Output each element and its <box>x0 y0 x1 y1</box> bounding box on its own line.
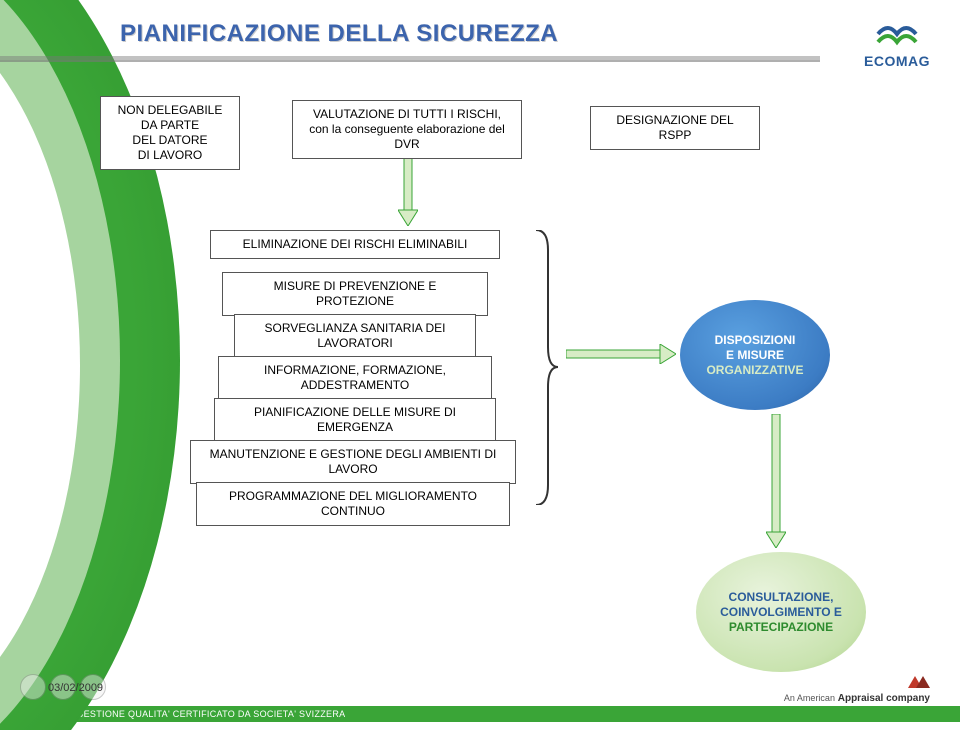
box-manutenzione: MANUTENZIONE E GESTIONE DEGLI AMBIENTI D… <box>190 440 516 484</box>
box-pianificazione-text: PIANIFICAZIONE DELLE MISURE DI EMERGENZA <box>254 405 456 434</box>
circle-cons-line2: COINVOLGIMENTO E <box>720 605 842 620</box>
box-programmazione-text: PROGRAMMAZIONE DEL MIGLIORAMENTO CONTINU… <box>229 489 477 518</box>
title-underline-thin <box>0 60 820 62</box>
circle-cons-line1: CONSULTAZIONE, <box>720 590 842 605</box>
box-eliminazione-text: ELIMINAZIONE DEI RISCHI ELIMINABILI <box>243 237 468 251</box>
footer-green-bar: SISTEMA DI GESTIONE QUALITA' CERTIFICATO… <box>10 706 960 722</box>
ecomag-logo-icon <box>874 14 920 46</box>
curly-brace <box>530 230 558 505</box>
circle-disp-line2: E MISURE <box>706 348 803 363</box>
box-employer-text: NON DELEGABILE DA PARTE DEL DATORE DI LA… <box>118 103 223 162</box>
circle-consultazione: CONSULTAZIONE, COINVOLGIMENTO E PARTECIP… <box>696 552 866 672</box>
circle-disp-line3: ORGANIZZATIVE <box>706 363 803 378</box>
appraisal-line1: An American <box>784 693 835 703</box>
slide-page: PIANIFICAZIONE DELLA SICUREZZA ECOMAG NO… <box>0 0 960 730</box>
box-eliminazione: ELIMINAZIONE DEI RISCHI ELIMINABILI <box>210 230 500 259</box>
box-programmazione: PROGRAMMAZIONE DEL MIGLIORAMENTO CONTINU… <box>196 482 510 526</box>
box-sorveglianza: SORVEGLIANZA SANITARIA DEI LAVORATORI <box>234 314 476 358</box>
circle-disposizioni: DISPOSIZIONI E MISURE ORGANIZZATIVE <box>680 300 830 410</box>
brand-logo-text: ECOMAG <box>864 53 930 69</box>
box-sorveglianza-text: SORVEGLIANZA SANITARIA DEI LAVORATORI <box>265 321 446 350</box>
arrow-down-to-cons <box>766 414 786 548</box>
circle-cons-line3: PARTECIPAZIONE <box>720 620 842 635</box>
appraisal-logo: An American Appraisal company <box>784 676 930 704</box>
box-valutazione-text: VALUTAZIONE DI TUTTI I RISCHI, con la co… <box>309 107 504 151</box>
box-informazione-text: INFORMAZIONE, FORMAZIONE, ADDESTRAMENTO <box>264 363 446 392</box>
date-stamp: 03/02/2009 <box>48 682 103 694</box>
box-informazione: INFORMAZIONE, FORMAZIONE, ADDESTRAMENTO <box>218 356 492 400</box>
appraisal-triangle-icon <box>916 676 930 688</box>
box-misure: MISURE DI PREVENZIONE E PROTEZIONE <box>222 272 488 316</box>
box-employer: NON DELEGABILE DA PARTE DEL DATORE DI LA… <box>100 96 240 170</box>
box-misure-text: MISURE DI PREVENZIONE E PROTEZIONE <box>274 279 437 308</box>
title-wrap: PIANIFICAZIONE DELLA SICUREZZA <box>120 20 558 48</box>
box-rspp-text: DESIGNAZIONE DEL RSPP <box>616 113 733 142</box>
appraisal-line2: Appraisal company <box>838 693 930 704</box>
circle-disp-line1: DISPOSIZIONI <box>706 333 803 348</box>
box-valutazione: VALUTAZIONE DI TUTTI I RISCHI, con la co… <box>292 100 522 159</box>
arrow-right-to-disp <box>566 344 676 364</box>
brand-logo: ECOMAG <box>864 14 930 69</box>
box-pianificazione: PIANIFICAZIONE DELLE MISURE DI EMERGENZA <box>214 398 496 442</box>
box-manutenzione-text: MANUTENZIONE E GESTIONE DEGLI AMBIENTI D… <box>210 447 497 476</box>
footer-bar: SISTEMA DI GESTIONE QUALITA' CERTIFICATO… <box>0 706 960 722</box>
page-title: PIANIFICAZIONE DELLA SICUREZZA <box>120 20 558 48</box>
cert-badge-icon <box>20 674 46 700</box>
box-rspp: DESIGNAZIONE DEL RSPP <box>590 106 760 150</box>
